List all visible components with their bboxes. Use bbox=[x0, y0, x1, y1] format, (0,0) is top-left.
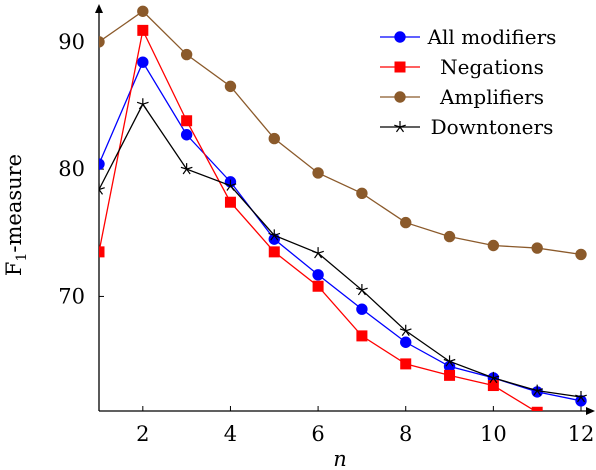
x-axis-label: n bbox=[333, 447, 347, 470]
data-point-amplifiers bbox=[224, 80, 237, 93]
data-point-amplifiers bbox=[268, 132, 280, 145]
series-negations bbox=[99, 24, 543, 411]
series-amplifiers bbox=[99, 5, 587, 261]
x-axis-arrow bbox=[586, 407, 595, 415]
x-tick-label: 8 bbox=[399, 422, 412, 446]
legend-label: All modifiers bbox=[427, 25, 557, 49]
legend-items: All modifiers Negations Amplifiers Downtone… bbox=[380, 25, 556, 139]
data-point-amplifiers bbox=[575, 248, 587, 261]
data-point-negations bbox=[487, 380, 499, 392]
series-line-amplifiers bbox=[99, 10, 582, 256]
legend-item-downtoners: Downtoners bbox=[380, 115, 553, 139]
data-point-downtoners bbox=[487, 371, 500, 384]
data-point-negations bbox=[268, 246, 280, 258]
y-axis-label-rest: -measure bbox=[2, 154, 26, 253]
y-axis-label-main: F bbox=[2, 262, 26, 277]
data-point-downtoners bbox=[180, 163, 193, 175]
data-point-amplifiers bbox=[531, 242, 543, 254]
y-axis-label-subscript: 1 bbox=[14, 253, 30, 262]
y-tick-label: 90 bbox=[58, 30, 85, 54]
data-point-downtoners bbox=[399, 324, 412, 337]
data-point-negations bbox=[224, 196, 236, 208]
legend-marker bbox=[394, 61, 406, 73]
series-line-downtoners bbox=[99, 102, 582, 398]
data-point-downtoners bbox=[268, 229, 281, 241]
data-point-amplifiers bbox=[356, 187, 368, 200]
data-point-negations bbox=[181, 115, 193, 127]
x-tick-label: 2 bbox=[136, 422, 149, 446]
data-point-all-modifiers bbox=[137, 56, 149, 68]
legend-marker bbox=[394, 31, 406, 43]
data-point-all-modifiers bbox=[99, 158, 105, 170]
data-point-downtoners bbox=[443, 355, 456, 367]
data-point-amplifiers bbox=[137, 5, 149, 17]
legend-item-all-modifiers: All modifiers bbox=[380, 25, 556, 49]
legend-marker bbox=[394, 121, 406, 133]
data-point-downtoners bbox=[531, 384, 544, 396]
data-point-downtoners bbox=[224, 179, 237, 191]
data-point-amplifiers bbox=[487, 239, 500, 252]
data-point-amplifiers bbox=[312, 167, 324, 179]
series-group bbox=[99, 5, 587, 411]
legend-item-amplifiers: Amplifiers bbox=[380, 85, 544, 109]
y-tick-label: 70 bbox=[58, 284, 85, 308]
legend-marker bbox=[394, 91, 406, 103]
x-tick-label: 6 bbox=[311, 422, 324, 446]
legend-item-negations: Negations bbox=[380, 55, 544, 79]
legend-label: Amplifiers bbox=[439, 85, 544, 109]
data-point-all-modifiers bbox=[312, 269, 324, 281]
data-point-downtoners bbox=[575, 391, 587, 403]
data-point-amplifiers bbox=[443, 230, 456, 243]
legend-label: Downtoners bbox=[431, 115, 554, 139]
series-downtoners bbox=[99, 98, 587, 403]
y-axis-label: F1-measure bbox=[2, 154, 30, 276]
x-ticks: 2 4 6 8 10 12 bbox=[136, 406, 594, 446]
data-point-negations bbox=[137, 24, 149, 36]
data-point-downtoners bbox=[99, 183, 105, 195]
axes bbox=[95, 4, 595, 415]
legend: All modifiers Negations Amplifiers Downtone… bbox=[370, 18, 566, 146]
y-tick-label: 80 bbox=[58, 157, 85, 181]
data-point-downtoners bbox=[136, 98, 149, 110]
data-point-all-modifiers bbox=[400, 336, 412, 348]
x-tick-label: 12 bbox=[568, 422, 595, 446]
x-tick-label: 4 bbox=[224, 422, 237, 446]
x-tick-label: 10 bbox=[480, 422, 507, 446]
data-point-negations bbox=[99, 246, 105, 258]
data-point-negations bbox=[356, 330, 368, 342]
data-point-downtoners bbox=[356, 284, 368, 296]
data-point-downtoners bbox=[312, 247, 324, 259]
legend-label: Negations bbox=[440, 55, 544, 79]
y-axis-arrow bbox=[95, 4, 103, 13]
data-point-amplifiers bbox=[180, 48, 193, 61]
data-point-all-modifiers bbox=[180, 129, 193, 141]
data-point-negations bbox=[444, 369, 456, 381]
data-point-amplifiers bbox=[400, 216, 412, 229]
series-line-negations bbox=[99, 28, 537, 411]
data-point-all-modifiers bbox=[356, 303, 368, 315]
data-point-negations bbox=[400, 358, 412, 370]
y-ticks: 70 80 90 bbox=[58, 30, 104, 308]
data-point-negations bbox=[312, 280, 324, 292]
data-point-negations bbox=[531, 406, 543, 411]
data-point-amplifiers bbox=[99, 36, 105, 48]
